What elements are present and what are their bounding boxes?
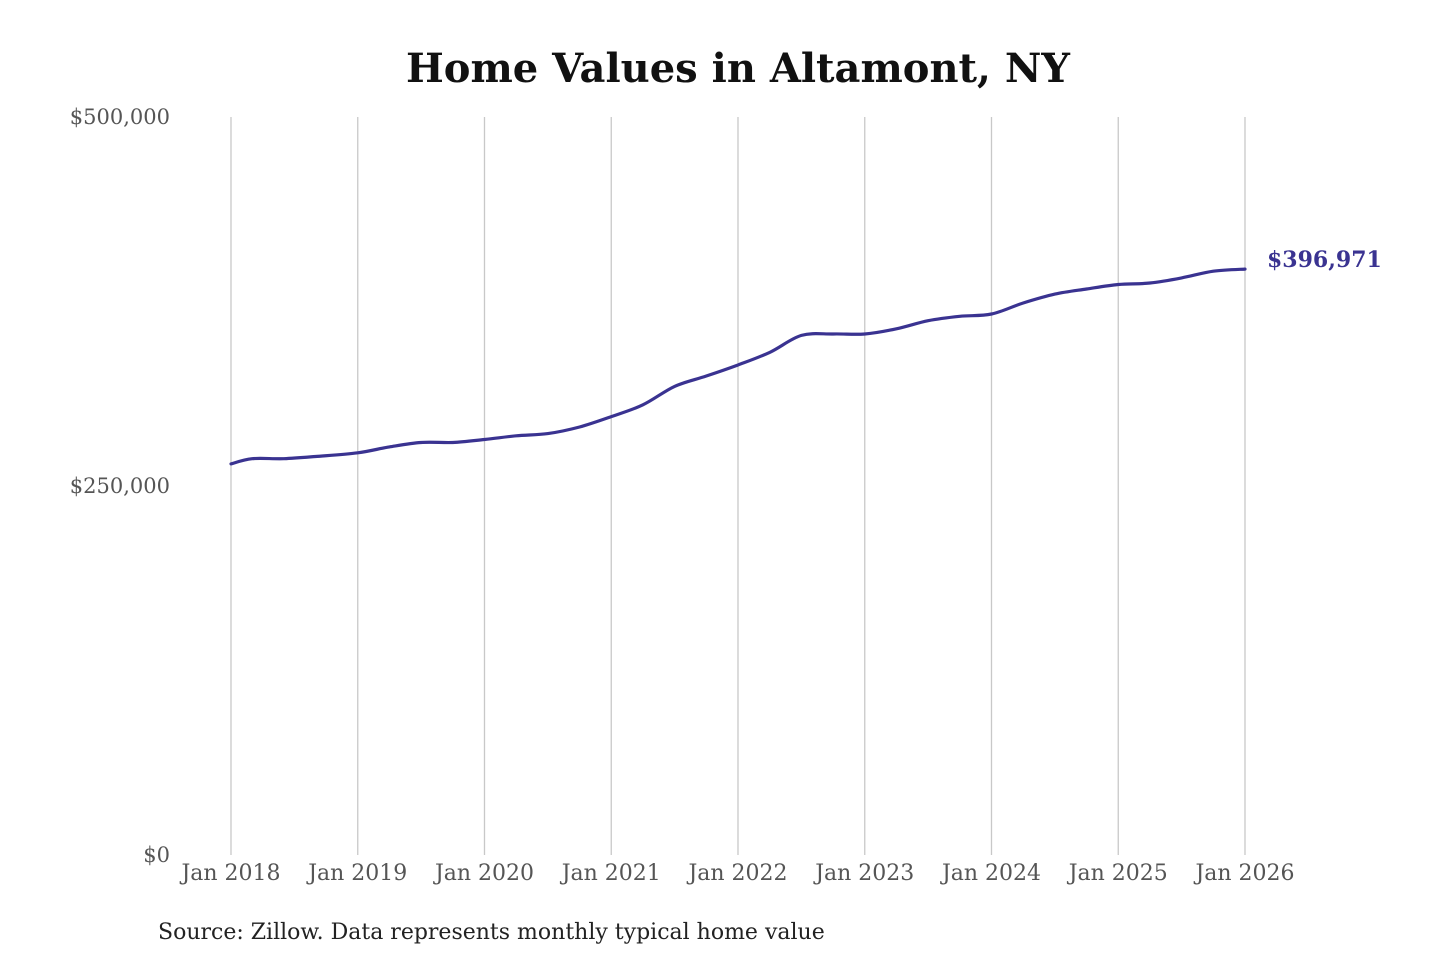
- source-note: Source: Zillow. Data represents monthly …: [158, 920, 825, 945]
- y-tick-label: $250,000: [70, 474, 170, 498]
- end-value-label: $396,971: [1267, 247, 1382, 273]
- x-tick-label: Jan 2026: [1193, 861, 1294, 886]
- grid-lines: [230, 117, 1246, 855]
- y-tick-label: $0: [143, 843, 170, 867]
- x-tick-label: Jan 2023: [813, 861, 914, 886]
- x-axis-ticks: Jan 2018 Jan 2019 Jan 2020 Jan 2021 Jan 2022…: [179, 861, 1294, 886]
- x-tick-label: Jan 2022: [686, 861, 787, 886]
- x-tick-label: Jan 2025: [1067, 861, 1168, 886]
- series-line: [229, 267, 1247, 466]
- x-tick-label: Jan 2021: [560, 861, 661, 886]
- y-axis-ticks: $0 $250,000 $500,000: [70, 105, 170, 867]
- x-tick-label: Jan 2020: [433, 861, 534, 886]
- x-tick-label: Jan 2024: [940, 861, 1041, 886]
- y-tick-label: $500,000: [70, 105, 170, 129]
- x-tick-label: Jan 2018: [179, 861, 280, 886]
- chart-title: Home Values in Altamont, NY: [406, 45, 1070, 92]
- x-tick-label: Jan 2019: [306, 861, 407, 886]
